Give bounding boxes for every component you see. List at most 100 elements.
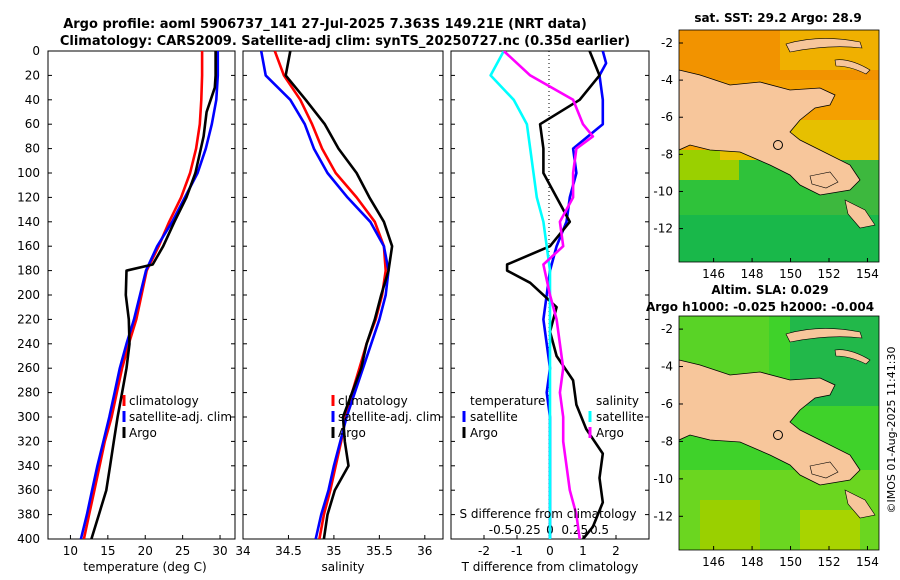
legend-s-satellite: satellite — [596, 410, 644, 424]
map-lat-tick-label: -6 — [661, 110, 673, 124]
s-difference-tick-label: -0.25 — [510, 523, 541, 537]
depth-tick-label: 160 — [17, 239, 40, 253]
legend-t-satellite: satellite — [470, 410, 518, 424]
salinity-tick-label: 34.5 — [275, 544, 302, 558]
t-difference-tick-label: -1 — [511, 544, 523, 558]
temperature-tick-label: 30 — [212, 544, 227, 558]
map-lat-tick-label: -2 — [661, 322, 673, 336]
s-difference-tick-label: 0.25 — [561, 523, 588, 537]
sst-map — [679, 30, 879, 262]
map-lat-tick-label: -2 — [661, 36, 673, 50]
depth-tick-label: 80 — [25, 142, 40, 156]
salinity-legend: climatology satellite-adj. clim Argo — [331, 394, 441, 440]
map-lon-tick-label: 154 — [856, 555, 879, 569]
map-lon-tick-label: 152 — [818, 267, 841, 281]
argo-position-marker — [773, 430, 783, 440]
salinity-tick-label: 36 — [417, 544, 432, 558]
depth-tick-label: 180 — [17, 264, 40, 278]
depth-tick-label: 400 — [17, 532, 40, 546]
depth-axis: 0 20 40 60 80 100 120 140 160 180 200 220 240 260 280 3… — [17, 44, 649, 546]
figure-title-line1: Argo profile: aoml 5906737_141 27-Jul-20… — [63, 17, 587, 32]
legend-satellite: satellite-adj. clim — [338, 410, 441, 424]
map-lon-tick-label: 154 — [856, 267, 879, 281]
t-difference-xlabel: T difference from climatology — [461, 560, 639, 574]
legend-climatology: climatology — [338, 394, 408, 408]
map-lon-tick-label: 150 — [779, 555, 802, 569]
temperature-tick-label: 10 — [63, 544, 78, 558]
difference-legend: temperature satellite Argo salinity sate… — [462, 394, 644, 440]
depth-tick-label: 240 — [17, 337, 40, 351]
depth-tick-label: 320 — [17, 434, 40, 448]
legend-argo: Argo — [338, 426, 366, 440]
salinity-panel — [242, 50, 444, 540]
salinity-tick-label: 35 — [326, 544, 341, 558]
sla-map-title-line1: Altim. SLA: 0.029 — [711, 283, 828, 297]
s-difference-xlabel: S difference from climatology — [460, 507, 637, 521]
depth-tick-label: 260 — [17, 361, 40, 375]
legend-climatology: climatology — [129, 394, 199, 408]
salinity-x-axis: 34 34.5 35 35.5 36 — [235, 535, 432, 558]
temperature-tick-label: 25 — [175, 544, 190, 558]
argo-position-marker — [773, 140, 783, 150]
series-climatology — [82, 51, 204, 539]
depth-tick-label: 140 — [17, 215, 40, 229]
t-difference-tick-label: 1 — [579, 544, 587, 558]
map-lat-tick-label: -6 — [661, 397, 673, 411]
series-satellite-adj-clim — [259, 51, 390, 539]
temperature-legend: climatology satellite-adj. clim Argo — [122, 394, 232, 440]
map-lat-tick-label: -12 — [653, 222, 673, 236]
depth-tick-label: 300 — [17, 410, 40, 424]
sla-map — [679, 316, 879, 550]
temperature-tick-label: 15 — [100, 544, 115, 558]
t-difference-tick-label: 0 — [546, 544, 554, 558]
t-difference-tick-label: 2 — [612, 544, 620, 558]
map-lat-tick-label: -8 — [661, 434, 673, 448]
temperature-x-axis: 10 15 20 25 30 — [63, 535, 228, 558]
temperature-xlabel: temperature (deg C) — [83, 560, 206, 574]
s-difference-tick-label: -0.5 — [489, 523, 512, 537]
series-t-satellite — [542, 51, 608, 539]
series-satellite-adj-clim — [79, 51, 220, 539]
legend-s-argo: Argo — [596, 426, 624, 440]
series-argo — [90, 51, 217, 539]
depth-tick-label: 340 — [17, 459, 40, 473]
figure-title-line2: Climatology: CARS2009. Satellite-adj cli… — [60, 34, 630, 49]
salinity-tick-label: 34 — [235, 544, 250, 558]
depth-tick-label: 60 — [25, 117, 40, 131]
map-lon-tick-label: 146 — [702, 555, 725, 569]
salinity-xlabel: salinity — [321, 560, 364, 574]
depth-tick-label: 120 — [17, 190, 40, 204]
map-lon-tick-label: 148 — [741, 555, 764, 569]
depth-tick-label: 40 — [25, 93, 40, 107]
legend-t-argo: Argo — [470, 426, 498, 440]
legend-satellite: satellite-adj. clim — [129, 410, 232, 424]
depth-tick-label: 220 — [17, 312, 40, 326]
map-lat-tick-label: -10 — [653, 184, 673, 198]
map-lat-tick-label: -12 — [653, 509, 673, 523]
sla-map-axes: 146 148 150 152 154 -2 -4 -6 -8 -10 -12 — [653, 322, 879, 569]
sst-map-axes: 146 148 150 152 154 -2 -4 -6 -8 -10 -12 — [653, 36, 879, 281]
series-t-argo — [505, 51, 605, 539]
temperature-tick-label: 20 — [138, 544, 153, 558]
depth-tick-label: 380 — [17, 508, 40, 522]
depth-tick-label: 360 — [17, 483, 40, 497]
depth-tick-label: 280 — [17, 386, 40, 400]
salinity-tick-label: 35.5 — [366, 544, 393, 558]
map-lat-tick-label: -8 — [661, 147, 673, 161]
legend-salinity-title: salinity — [596, 394, 639, 408]
legend-argo: Argo — [129, 426, 157, 440]
map-lon-tick-label: 152 — [818, 555, 841, 569]
sst-map-title: sat. SST: 29.2 Argo: 28.9 — [694, 11, 861, 25]
series-argo — [284, 51, 394, 539]
map-lat-tick-label: -4 — [661, 360, 673, 374]
map-lat-tick-label: -10 — [653, 472, 673, 486]
series-s-satellite — [489, 51, 552, 539]
imos-credit: ©IMOS 01-Aug-2025 11:41:30 — [885, 347, 898, 514]
s-difference-tick-label: 0.5 — [590, 523, 609, 537]
depth-tick-label: 20 — [25, 68, 40, 82]
depth-tick-label: 200 — [17, 288, 40, 302]
t-difference-x-axis: -2 -1 0 1 2 — [478, 535, 620, 558]
legend-temperature-title: temperature — [470, 394, 545, 408]
series-s-argo — [502, 51, 595, 539]
